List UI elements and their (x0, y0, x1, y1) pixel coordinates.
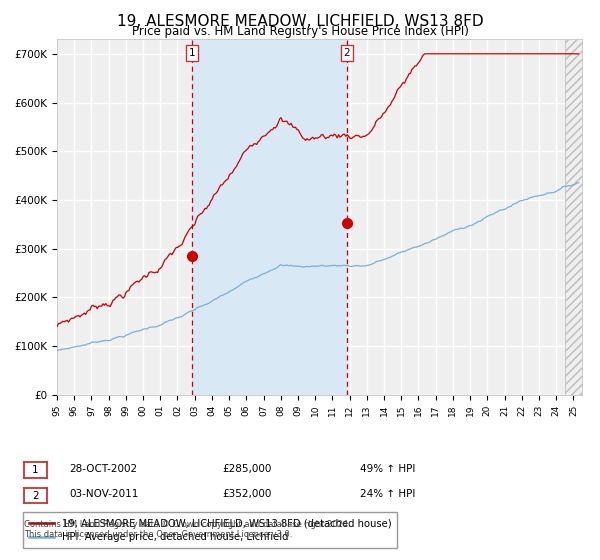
Text: 2: 2 (32, 491, 39, 501)
Text: 03-NOV-2011: 03-NOV-2011 (69, 489, 139, 500)
Text: Contains HM Land Registry data © Crown copyright and database right 2024.
This d: Contains HM Land Registry data © Crown c… (24, 520, 350, 539)
Text: Price paid vs. HM Land Registry's House Price Index (HPI): Price paid vs. HM Land Registry's House … (131, 25, 469, 38)
Text: £285,000: £285,000 (222, 464, 271, 474)
Text: 28-OCT-2002: 28-OCT-2002 (69, 464, 137, 474)
Text: 24% ↑ HPI: 24% ↑ HPI (360, 489, 415, 500)
Legend: 19, ALESMORE MEADOW, LICHFIELD, WS13 8FD (detached house), HPI: Average price, d: 19, ALESMORE MEADOW, LICHFIELD, WS13 8FD… (23, 512, 397, 548)
Text: 2: 2 (344, 48, 350, 58)
Bar (192, 39, 347, 395)
Text: 49% ↑ HPI: 49% ↑ HPI (360, 464, 415, 474)
Bar (565, 39, 582, 395)
Text: 19, ALESMORE MEADOW, LICHFIELD, WS13 8FD: 19, ALESMORE MEADOW, LICHFIELD, WS13 8FD (116, 14, 484, 29)
Text: 1: 1 (32, 465, 39, 475)
Text: £352,000: £352,000 (222, 489, 271, 500)
Text: 1: 1 (188, 48, 195, 58)
